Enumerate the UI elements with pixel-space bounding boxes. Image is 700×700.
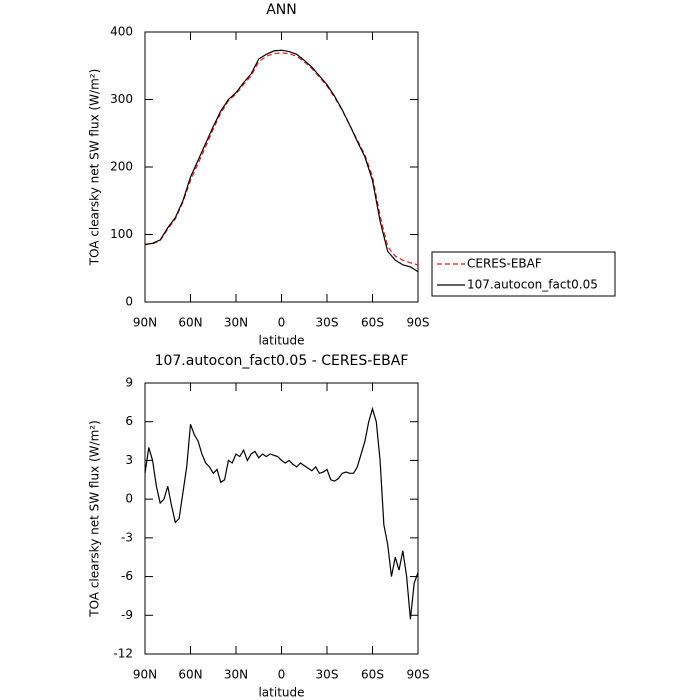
x-tick-label: 30S	[316, 668, 339, 682]
x-axis-label: latitude	[258, 334, 304, 348]
x-tick-label: 30N	[224, 316, 248, 330]
y-tick-label: 0	[125, 492, 133, 506]
x-tick-label: 30S	[316, 316, 339, 330]
y-tick-label: 0	[125, 295, 133, 309]
x-tick-label: 90N	[133, 316, 157, 330]
x-tick-label: 0	[278, 668, 286, 682]
y-axis-label: TOA clearsky net SW flux (W/m²)	[88, 420, 102, 618]
y-tick-label: 200	[110, 160, 133, 174]
y-axis-label: TOA clearsky net SW flux (W/m²)	[88, 69, 102, 267]
data-line	[145, 52, 419, 266]
y-tick-label: 3	[125, 453, 133, 467]
y-tick-label: -12	[113, 647, 133, 661]
x-tick-label: 60N	[178, 316, 202, 330]
data-line	[144, 49, 419, 273]
y-tick-label: -3	[121, 530, 133, 544]
x-tick-label: 60S	[361, 316, 384, 330]
y-tick-label: 9	[125, 376, 133, 390]
legend-box	[431, 251, 616, 297]
x-tick-label: 60S	[361, 668, 384, 682]
chart-title: ANN	[266, 2, 297, 18]
legend-label: CERES-EBAF	[467, 257, 542, 271]
x-tick-label: 90S	[407, 668, 430, 682]
y-tick-label: 6	[125, 414, 133, 428]
x-tick-label: 30N	[224, 668, 248, 682]
data-line	[144, 406, 419, 620]
chart-title: 107.autocon_fact0.05 - CERES-EBAF	[155, 353, 409, 369]
y-tick-label: -6	[121, 569, 133, 583]
y-tick-label: -9	[121, 608, 133, 622]
x-axis-label: latitude	[258, 686, 304, 700]
y-tick-label: 300	[110, 92, 133, 106]
plot-frame	[144, 31, 419, 303]
x-tick-label: 90S	[407, 316, 430, 330]
y-tick-label: 100	[110, 227, 133, 241]
x-tick-label: 60N	[178, 668, 202, 682]
x-tick-label: 90N	[133, 668, 157, 682]
legend-label: 107.autocon_fact0.05	[467, 278, 598, 292]
x-tick-label: 0	[278, 316, 286, 330]
y-tick-label: 400	[110, 25, 133, 39]
